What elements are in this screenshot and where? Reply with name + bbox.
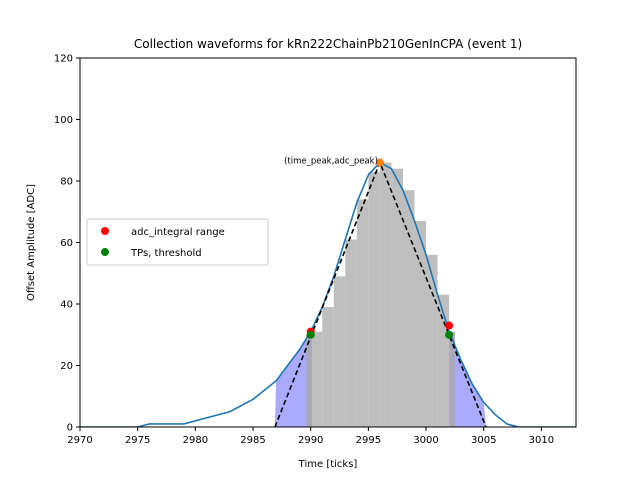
x-tick-label: 2985 [240,435,265,446]
y-tick-label: 0 [67,423,73,434]
x-tick-label: 2970 [67,435,92,446]
y-tick-label: 40 [60,300,73,311]
integral-bar [356,199,369,427]
x-axis-ticks: 2970 2975 2980 2985 2990 2995 3000 3005 3010 [67,427,554,446]
integral-bar [322,307,334,427]
adc-integral-marker [445,321,454,330]
legend-label-tps-threshold: TPs, threshold [130,248,202,259]
y-tick-label: 60 [60,238,73,249]
integral-bar [333,276,346,427]
integral-bar [379,162,392,427]
plot-area: (time_peak,adc_peak) [80,157,576,427]
integral-bar [426,254,438,427]
x-axis-label: Time [ticks] [298,459,358,470]
peak-marker [375,158,384,167]
integral-edge-left [306,334,312,427]
legend-marker-green [101,248,109,256]
x-tick-label: 3010 [529,435,554,446]
legend-label-adc-integral: adc_integral range [131,227,225,238]
y-tick-label: 20 [60,361,73,372]
y-axis-ticks: 0 20 40 60 80 100 120 [54,54,80,434]
x-tick-label: 2995 [356,435,381,446]
integral-bar [368,171,380,427]
x-tick-label: 2990 [298,435,323,446]
integral-bar [345,239,357,427]
x-tick-label: 3005 [471,435,496,446]
peak-annotation: (time_peak,adc_peak) [284,157,378,167]
chart-title: Collection waveforms for kRn222ChainPb21… [134,37,522,51]
legend: adc_integral range TPs, threshold [86,218,269,266]
legend-box [86,218,269,266]
integral-bar [310,331,323,427]
y-tick-label: 120 [54,54,73,65]
y-axis-label: Offset Amplitude [ADC] [26,184,37,301]
integral-edge-right [449,331,455,427]
tps-threshold-marker [445,330,454,339]
plot-content [80,160,576,427]
integral-bar [402,190,415,427]
tps-threshold-marker [306,330,315,339]
legend-marker-red [101,227,109,235]
y-tick-label: 80 [60,177,73,188]
x-tick-label: 3000 [413,435,438,446]
x-tick-label: 2975 [125,435,150,446]
y-tick-label: 100 [54,115,73,126]
x-tick-label: 2980 [183,435,208,446]
integral-bar [437,294,450,427]
fill-left-tail [274,331,311,427]
integral-bar [391,168,403,427]
integral-bar [414,220,427,427]
